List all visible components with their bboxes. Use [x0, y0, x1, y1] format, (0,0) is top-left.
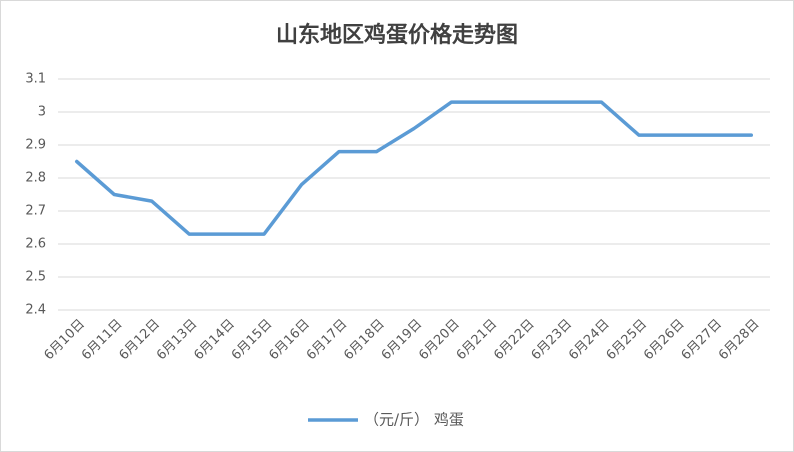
y-tick-label: 2.7	[25, 204, 46, 219]
y-tick-label: 3	[38, 105, 46, 120]
y-tick-label: 2.8	[25, 171, 46, 186]
y-tick-label: 2.5	[25, 270, 46, 285]
chart-title: 山东地区鸡蛋价格走势图	[276, 22, 518, 48]
y-tick-label: 2.9	[25, 138, 46, 153]
legend-label: （元/斤） 鸡蛋	[364, 411, 464, 429]
y-tick-label: 2.6	[25, 237, 46, 252]
y-tick-label: 3.1	[25, 72, 46, 87]
line-series	[74, 100, 754, 236]
y-tick-label: 2.4	[25, 303, 46, 318]
